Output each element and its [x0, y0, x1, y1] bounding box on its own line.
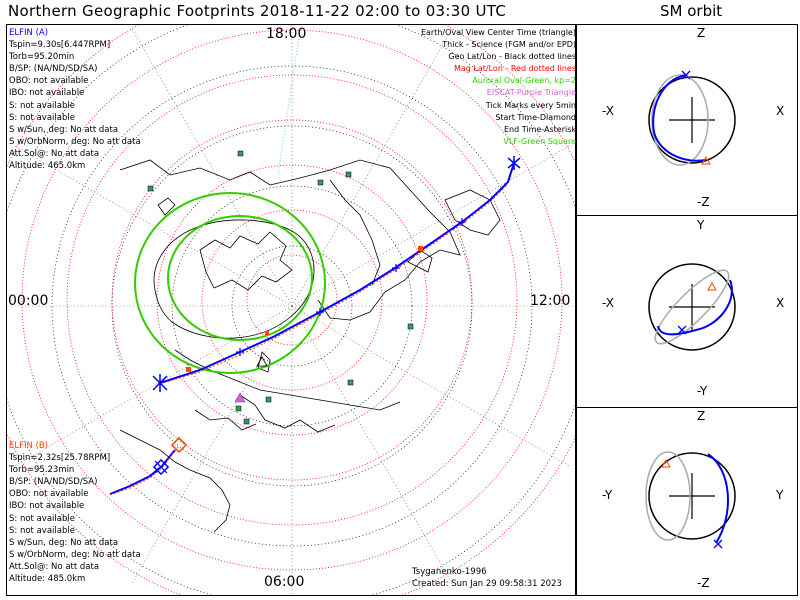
hour-label-top: 18:00 [266, 26, 307, 42]
sm2-left-label: -X [602, 296, 614, 310]
geo-meridian [14, 145, 293, 307]
sm1-left-label: -X [602, 104, 614, 118]
legend: Earth/Oval View Center Time (triangle) Th… [421, 27, 576, 148]
sm1-bottom-label: -Z [697, 195, 710, 209]
elfin-b-info-line: S w/OrbNorm, deg: No att data [9, 549, 141, 560]
legend-entry: Auroral Oval-Green, kp=2 [472, 76, 576, 86]
sm2-right-label: X [776, 296, 785, 310]
sm-panel-yz-frame [576, 407, 798, 596]
legend-entry: Earth/Oval View Center Time (triangle) [420, 28, 576, 37]
geo-meridian [291, 145, 570, 307]
sm3-bottom-label: -Z [697, 576, 710, 590]
elfin-b-info-line: S: not available [9, 525, 75, 536]
hour-label-bottom: 06:00 [264, 574, 305, 590]
elfin-b-info-line: S: not available [9, 513, 75, 524]
sm1-right-label: X [776, 104, 785, 118]
elfin-b-info-line: B/SP: (NA/ND/SD/SA) [9, 477, 98, 488]
sm2-bottom-label: -Y [697, 384, 708, 398]
elfin-a-info-line: S: not available [9, 100, 75, 111]
eiscat-triangle [234, 392, 246, 403]
geo-meridian [14, 305, 293, 467]
geo-meridian [291, 305, 453, 584]
elfin-a-track [152, 156, 521, 392]
page-title: Northern Geographic Footprints 2018-11-2… [8, 2, 507, 20]
elfin-b-info-line: S w/Sun, deg: No att data [9, 537, 119, 548]
sm2-top-label: Y [697, 218, 705, 232]
elfin-a-info-line: OBO: not available [9, 76, 89, 87]
elfin-b-info: ELFIN (B) Tspin=2.32s[25.78RPM] Torb=95.2… [9, 440, 141, 585]
legend-entry: Start Time-Diamond [495, 112, 576, 122]
legend-entry: End Time-Asterisk [503, 124, 576, 134]
elfin-b-info-line: Tspin=2.32s[25.78RPM] [9, 453, 111, 464]
geo-meridian [291, 305, 570, 467]
geo-meridian [131, 305, 293, 584]
elfin-a-info-line: IBO: not available [9, 88, 85, 99]
auroral-oval [134, 192, 326, 374]
sm3-left-label: -Y [602, 488, 613, 502]
legend-entry: Tick Marks every 5min [485, 100, 576, 110]
created-label: Created: Sun Jan 29 09:58:31 2023 [412, 579, 562, 589]
elfin-b-track [109, 436, 188, 496]
elfin-a-info-line: Torb=95.20min [9, 52, 75, 63]
geo-meridian [291, 28, 453, 307]
elfin-a-info-line: S: not available [9, 112, 75, 123]
hour-label-right: 12:00 [530, 293, 571, 309]
elfin-b-name: ELFIN (B) [9, 441, 49, 451]
elfin-a-info-line: S w/OrbNorm, deg: No att data [9, 136, 141, 147]
geo-meridian [131, 28, 293, 307]
elfin-b-info-line: IBO: not available [9, 501, 85, 512]
elfin-b-info-line: OBO: not available [9, 489, 89, 500]
sm-orbit-title: SM orbit [660, 2, 723, 20]
legend-entry: EISCAT-Purple Triangle [486, 88, 576, 98]
sm1-top-label: Z [697, 26, 706, 40]
elfin-b-info-line: Att.Sol@: No att data [9, 561, 100, 572]
legend-entry: VLF-Green Square [503, 136, 576, 146]
legend-entry: Geo Lat/Lon - Black dotted lines [448, 52, 576, 62]
sm-orbit-panels [645, 70, 736, 549]
elfin-a-info-line: Altitude: 465.0km [9, 161, 86, 172]
hour-label-left: 00:00 [8, 293, 49, 309]
elfin-a-info-line: S w/Sun, deg: No att data [9, 124, 119, 135]
model-label: Tsyganenko-1996 [412, 567, 487, 577]
elfin-b-info-line: Altitude: 485.0km [9, 574, 86, 585]
vlf-stations [147, 150, 414, 425]
elfin-b-info-line: Torb=95.23min [9, 465, 75, 476]
elfin-a-info-line: B/SP: (NA/ND/SD/SA) [9, 64, 98, 75]
sm3-top-label: Z [697, 409, 706, 423]
elfin-a-info: ELFIN (A) Tspin=9.30s[6.447RPM] Torb=95.2… [9, 27, 141, 172]
view-center-triangle [256, 356, 268, 367]
elfin-a-name: ELFIN (A) [9, 28, 49, 38]
elfin-a-info-line: Tspin=9.30s[6.447RPM] [9, 40, 111, 51]
continent-outlines [119, 159, 501, 533]
legend-entry: Mag Lat/Lon - Red dotted lines [453, 64, 576, 74]
footprint-map-frame [6, 24, 576, 596]
legend-entry: Thick - Science (FGM and/or EPD) [442, 40, 576, 50]
elfin-a-info-line: Att.Sol@: No att data [9, 148, 100, 159]
sm3-right-label: Y [776, 488, 784, 502]
